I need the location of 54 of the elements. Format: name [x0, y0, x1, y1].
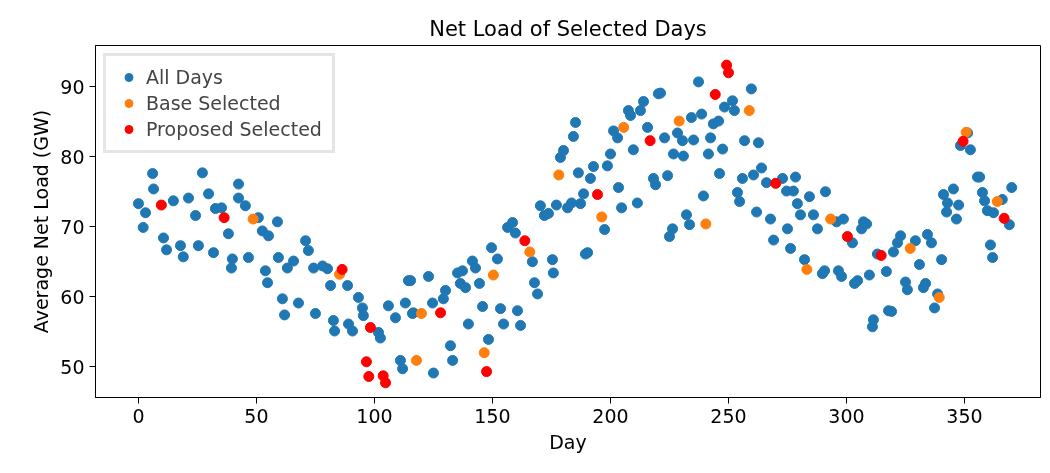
y-axis-title: Average Net Load (GW): [30, 109, 53, 334]
y-tick-label: 80: [60, 145, 85, 168]
point: [410, 354, 422, 366]
x-tick-label: 300: [828, 404, 865, 427]
point: [770, 177, 782, 189]
point: [487, 269, 499, 281]
point: [155, 199, 167, 211]
point: [415, 308, 427, 320]
point: [904, 242, 916, 254]
y-tick-label: 70: [60, 215, 85, 238]
point: [875, 249, 887, 261]
point: [700, 218, 712, 230]
point: [673, 115, 685, 127]
point: [363, 371, 375, 382]
legend-label: Base Selected: [146, 92, 281, 114]
point: [722, 67, 734, 79]
point: [709, 89, 721, 100]
x-tick-label: 350: [946, 404, 983, 427]
y-tick-label: 60: [60, 285, 85, 308]
point: [336, 263, 348, 275]
point: [618, 121, 630, 133]
point: [841, 231, 853, 243]
y-tick-label: 50: [60, 355, 85, 378]
point: [519, 235, 531, 247]
point: [478, 347, 490, 359]
point: [247, 213, 259, 225]
x-axis-title: Day: [549, 430, 587, 453]
point: [364, 322, 376, 334]
x-tick-label: 250: [710, 404, 747, 427]
y-tick-label: 90: [60, 75, 85, 98]
point: [481, 366, 493, 378]
point: [743, 105, 755, 117]
point: [553, 169, 565, 181]
point: [592, 189, 603, 201]
x-tick-label: 150: [474, 404, 511, 427]
x-tick-label: 50: [244, 404, 269, 427]
point: [218, 212, 230, 224]
x-tick-label: 200: [592, 404, 629, 427]
chart-title: Net Load of Selected Days: [429, 16, 707, 41]
point: [596, 211, 608, 223]
point: [524, 246, 536, 258]
point: [825, 213, 837, 225]
point: [435, 307, 447, 319]
point: [957, 135, 969, 147]
point: [380, 377, 392, 389]
x-tick-label: 0: [132, 404, 145, 427]
point: [360, 356, 372, 368]
legend-label: Proposed Selected: [146, 118, 322, 140]
x-tick-label: 100: [356, 404, 393, 427]
point: [991, 196, 1003, 208]
point: [644, 135, 656, 147]
point: [801, 263, 813, 275]
legend-label: All Days: [146, 66, 224, 88]
point: [998, 212, 1010, 224]
